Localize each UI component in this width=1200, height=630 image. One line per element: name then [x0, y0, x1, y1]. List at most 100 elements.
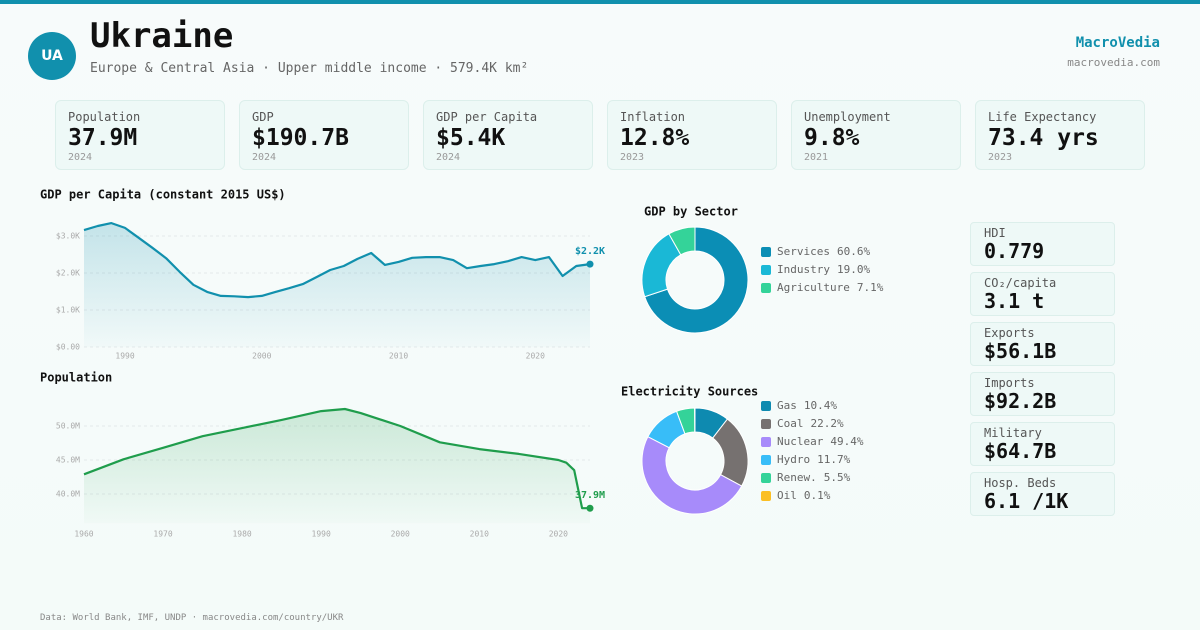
- stat-value: 73.4 yrs: [988, 125, 1099, 151]
- stat-year: 2024: [436, 152, 461, 163]
- stat-card: GDP per Capita $5.4K 2024: [423, 100, 593, 170]
- stat-year: 2023: [620, 152, 645, 163]
- legend-value: 60.6%: [837, 245, 870, 258]
- side-stat-card: Exports $56.1B: [970, 322, 1115, 366]
- stat-label: Inflation: [620, 110, 686, 124]
- chart-title: GDP by Sector: [644, 205, 738, 219]
- brand-url: macrovedia.com: [1067, 56, 1160, 69]
- legend-swatch: [761, 455, 771, 465]
- legend-value: 22.2%: [811, 417, 844, 430]
- side-stat-value: 0.779: [984, 239, 1045, 263]
- side-stat-value: $64.7B: [984, 439, 1057, 463]
- y-tick-label: 50.0M: [56, 422, 80, 431]
- y-tick-label: $2.0K: [56, 269, 80, 278]
- chart-title: Population: [40, 371, 112, 385]
- stat-label: Unemployment: [804, 110, 891, 124]
- legend-value: 19.0%: [837, 263, 870, 276]
- area: [84, 409, 590, 524]
- x-tick-label: 1970: [153, 530, 172, 539]
- legend-name: Oil: [777, 489, 797, 502]
- stat-card: Inflation 12.8% 2023: [607, 100, 777, 170]
- stat-label: GDP: [252, 110, 274, 124]
- legend-name: Services: [777, 245, 830, 258]
- legend-entry: Nuclear 49.4%: [777, 435, 864, 448]
- legend-value: 7.1%: [857, 281, 884, 294]
- x-tick-label: 2010: [470, 530, 489, 539]
- legend-entry: Coal 22.2%: [777, 417, 844, 430]
- y-tick-label: 45.0M: [56, 456, 80, 465]
- side-stat-label: CO₂/capita: [984, 276, 1057, 290]
- page-title: Ukraine: [90, 16, 234, 56]
- legend-swatch: [761, 437, 771, 447]
- legend-entry: Services 60.6%: [777, 245, 870, 258]
- legend-name: Agriculture: [777, 281, 850, 294]
- x-tick-label: 1990: [115, 352, 134, 361]
- legend-swatch: [761, 473, 771, 483]
- legend-swatch: [761, 401, 771, 411]
- stat-year: 2024: [252, 152, 277, 163]
- legend-value: 5.5%: [824, 471, 851, 484]
- end-point: [586, 504, 594, 512]
- legend-name: Industry: [777, 263, 830, 276]
- stat-label: GDP per Capita: [436, 110, 538, 124]
- y-tick-label: $1.0K: [56, 306, 80, 315]
- legend-entry: Gas 10.4%: [777, 399, 837, 412]
- y-tick-label: $3.0K: [56, 232, 80, 241]
- side-stat-label: Military: [984, 426, 1042, 440]
- x-tick-label: 2000: [252, 352, 271, 361]
- stat-card: Population 37.9M 2024: [55, 100, 225, 170]
- side-stat-card: Military $64.7B: [970, 422, 1115, 466]
- country-badge: UA: [28, 32, 76, 80]
- stat-year: 2024: [68, 152, 93, 163]
- donut-segment: [641, 436, 743, 515]
- side-stat-label: Exports: [984, 326, 1035, 340]
- x-tick-label: 2020: [526, 352, 545, 361]
- line: [83, 222, 591, 299]
- side-stat-card: Imports $92.2B: [970, 372, 1115, 416]
- stat-value: $190.7B: [252, 125, 349, 151]
- legend-entry: Industry 19.0%: [777, 263, 870, 276]
- y-tick-label: 40.0M: [56, 489, 80, 498]
- side-stat-label: Hosp. Beds: [984, 476, 1057, 490]
- legend-name: Renew.: [777, 471, 817, 484]
- end-value-label: 37.9M: [575, 490, 605, 501]
- legend-value: 0.1%: [804, 489, 831, 502]
- stat-year: 2023: [988, 152, 1013, 163]
- legend-entry: Agriculture 7.1%: [777, 281, 884, 294]
- legend-name: Hydro: [777, 453, 810, 466]
- end-point: [586, 260, 594, 268]
- chart-title: Electricity Sources: [621, 385, 758, 399]
- legend-swatch: [761, 419, 771, 429]
- brand: MacroVedia: [1075, 35, 1160, 51]
- area: [84, 223, 590, 347]
- stat-card: GDP $190.7B 2024: [239, 100, 409, 170]
- top-bar: [0, 0, 1200, 4]
- side-stat-value: $92.2B: [984, 389, 1057, 413]
- stat-card: Unemployment 9.8% 2021: [791, 100, 961, 170]
- legend-swatch: [761, 247, 771, 257]
- legend-name: Gas: [777, 399, 797, 412]
- legend-entry: Hydro 11.7%: [777, 453, 851, 466]
- stat-year: 2021: [804, 152, 829, 163]
- legend-swatch: [761, 265, 771, 275]
- stat-label: Population: [68, 110, 141, 124]
- end-value-label: $2.2K: [575, 246, 605, 257]
- line: [83, 407, 590, 510]
- legend-swatch: [761, 491, 771, 501]
- legend-value: 10.4%: [804, 399, 837, 412]
- legend-swatch: [761, 283, 771, 293]
- legend-value: 49.4%: [830, 435, 863, 448]
- side-stat-card: CO₂/capita 3.1 t: [970, 272, 1115, 316]
- legend-entry: Oil 0.1%: [777, 489, 831, 502]
- donut-segment: [668, 226, 696, 256]
- x-tick-label: 1990: [312, 530, 331, 539]
- stat-card: Life Expectancy 73.4 yrs 2023: [975, 100, 1145, 170]
- side-stat-card: HDI 0.779: [970, 222, 1115, 266]
- legend-entry: Renew. 5.5%: [777, 471, 851, 484]
- side-stat-value: $56.1B: [984, 339, 1057, 363]
- footer: Data: World Bank, IMF, UNDP · macrovedia…: [40, 613, 344, 623]
- side-stat-label: HDI: [984, 226, 1006, 240]
- donut-segment: [644, 226, 749, 334]
